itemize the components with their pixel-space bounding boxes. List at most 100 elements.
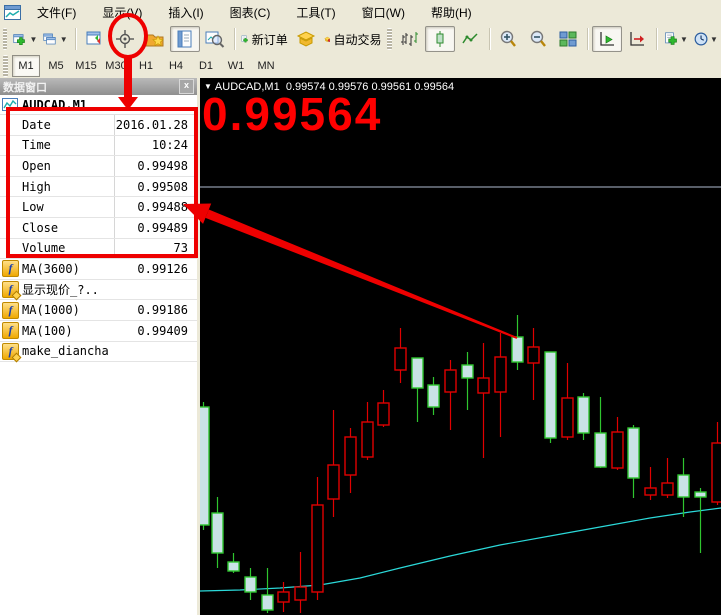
menu-file[interactable]: 文件(F) <box>37 5 77 20</box>
market-watch-button[interactable] <box>80 26 110 52</box>
tf-m1[interactable]: M1 <box>12 55 40 77</box>
tf-m15[interactable]: M15 <box>75 60 97 72</box>
timeframe-grip[interactable] <box>3 55 8 77</box>
indicator-row: f MA(1000) 0.99186 <box>0 300 197 321</box>
indicator-row: f make_diancha <box>0 341 197 363</box>
indicator-value: 0.99409 <box>137 323 188 338</box>
chevron-down-icon: ▼ <box>204 82 212 91</box>
panel-splitter[interactable] <box>197 78 200 615</box>
toolbar: ▼ ▼ <box>0 24 721 55</box>
indicator-f-icon: f <box>2 260 19 278</box>
auto-trading-button[interactable]: 自动交易 <box>321 26 385 52</box>
metaeditor-button[interactable] <box>291 26 321 52</box>
terminal-button[interactable] <box>169 26 200 52</box>
menu-charts[interactable]: 图表(C) <box>229 5 271 20</box>
row-value: 0.99508 <box>137 179 188 194</box>
zoom-out-icon <box>530 30 546 47</box>
tf-d1[interactable]: D1 <box>198 60 214 72</box>
tester-magnifier-icon <box>205 31 224 48</box>
line-chart-button[interactable] <box>455 26 485 52</box>
table-row: Date 2016.01.28 <box>0 115 197 136</box>
chart-symbol: AUDCAD,M1 <box>214 81 280 93</box>
navigator-button[interactable] <box>140 26 170 52</box>
close-icon[interactable]: x <box>179 79 194 94</box>
periods-button[interactable]: ▼ <box>691 26 721 52</box>
tf-h4[interactable]: H4 <box>168 60 184 72</box>
menu-view[interactable]: 显示(V) <box>102 5 143 20</box>
navigator-star-icon <box>145 34 164 47</box>
table-row: Open 0.99498 <box>0 156 197 177</box>
menu-window[interactable]: 窗口(W) <box>361 5 405 20</box>
table-row: Close 0.99489 <box>0 217 197 239</box>
chart-header: ▼ AUDCAD,M1 0.99574 0.99576 0.99561 0.995… <box>204 81 454 93</box>
row-label: Open <box>0 156 115 176</box>
new-chart-icon <box>13 34 25 46</box>
row-value: 2016.01.28 <box>115 117 188 132</box>
menu-tools[interactable]: 工具(T) <box>296 5 336 20</box>
indicator-label: 显示现价_?.. <box>22 283 99 298</box>
tf-h1[interactable]: H1 <box>138 60 154 72</box>
toolbar-separator <box>656 28 657 50</box>
tf-m5[interactable]: M5 <box>48 60 64 72</box>
auto-trading-label: 自动交易 <box>333 32 382 47</box>
indicator-f-icon: f <box>2 301 19 319</box>
indicator-label: MA(3600) <box>22 261 80 276</box>
indicator-label: MA(100) <box>22 323 73 338</box>
row-label: Date <box>0 115 115 135</box>
tile-windows-icon <box>559 31 577 47</box>
indicator-row: f MA(3600) 0.99126 <box>0 259 197 280</box>
table-row: Low 0.99488 <box>0 197 197 218</box>
zoom-in-button[interactable] <box>493 26 523 52</box>
new-order-button[interactable]: 新订单 <box>238 26 290 52</box>
table-row: Time 10:24 <box>0 135 197 157</box>
row-label: Low <box>0 197 115 217</box>
row-value: 10:24 <box>151 138 188 153</box>
profiles-button[interactable]: ▼ <box>40 26 70 52</box>
data-window-button[interactable] <box>110 26 140 52</box>
row-value: 0.99498 <box>137 158 188 173</box>
indicator-f-icon: f <box>2 281 19 299</box>
app-icon <box>4 4 21 20</box>
bar-chart-button[interactable] <box>395 26 425 52</box>
chart-shift-button[interactable] <box>622 26 652 52</box>
new-order-label: 新订单 <box>251 32 288 47</box>
candlestick-button[interactable] <box>424 26 455 52</box>
indicator-value: 0.99186 <box>137 303 188 318</box>
table-row: High 0.99508 <box>0 176 197 198</box>
tf-mn[interactable]: MN <box>257 60 275 72</box>
tile-windows-button[interactable] <box>553 26 583 52</box>
new-chart-button[interactable]: ▼ <box>10 26 40 52</box>
indicators-button[interactable]: ▼ <box>661 26 691 52</box>
row-value: 0.99489 <box>137 220 188 235</box>
row-value: 0.99488 <box>137 200 188 215</box>
toolbar-grip[interactable] <box>387 28 392 50</box>
indicator-value: 0.99126 <box>137 261 188 276</box>
tf-w1[interactable]: W1 <box>227 60 245 72</box>
data-window-header: 数据窗口 x <box>0 78 197 95</box>
indicator-f-icon: f <box>2 322 19 340</box>
chart-area[interactable]: ▼ AUDCAD,M1 0.99574 0.99576 0.99561 0.995… <box>200 78 721 615</box>
menu-insert[interactable]: 插入(I) <box>168 5 204 20</box>
tf-m30[interactable]: M30 <box>105 60 127 72</box>
auto-trading-icon <box>324 36 331 42</box>
indicator-row: f MA(100) 0.99409 <box>0 320 197 342</box>
table-row: Volume 73 <box>0 238 197 260</box>
candlestick-icon <box>436 31 444 47</box>
menu-help[interactable]: 帮助(H) <box>430 5 472 20</box>
terminal-notebook-icon <box>177 30 192 48</box>
zoom-out-button[interactable] <box>523 26 553 52</box>
toolbar-separator <box>233 28 235 50</box>
indicators-icon <box>665 32 677 45</box>
toolbar-separator <box>488 28 490 50</box>
strategy-tester-button[interactable] <box>200 26 230 52</box>
profiles-icon <box>43 33 56 45</box>
metaeditor-icon <box>296 31 315 47</box>
crosshair-icon <box>115 30 134 48</box>
indicator-row: f 显示现价_?.. <box>0 279 197 301</box>
clock-icon <box>694 32 708 46</box>
auto-scroll-button[interactable] <box>592 26 623 52</box>
candlestick-chart <box>200 186 721 613</box>
menu-bar: 文件(F) 显示(V) 插入(I) 图表(C) 工具(T) 窗口(W) 帮助(H… <box>0 0 721 25</box>
toolbar-grip[interactable] <box>3 28 8 50</box>
data-window-title: 数据窗口 <box>3 81 47 94</box>
